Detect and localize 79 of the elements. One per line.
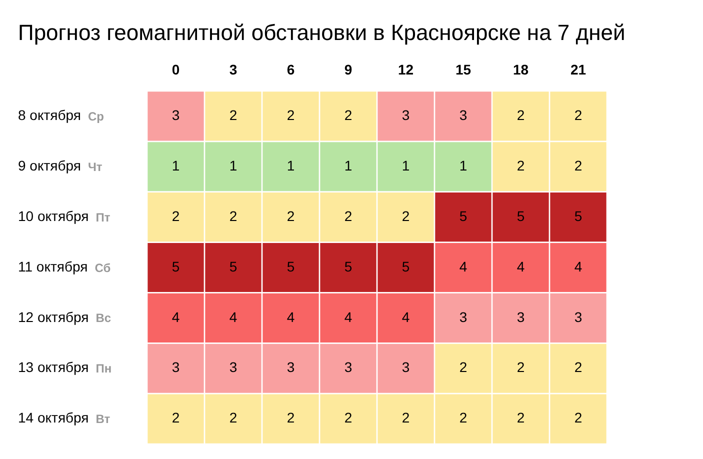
data-label: 3 — [459, 308, 468, 325]
x-tick-label: 18 — [512, 61, 529, 78]
data-label: 2 — [574, 410, 582, 426]
data-label: 2 — [459, 359, 468, 376]
data-label: 1 — [402, 158, 410, 174]
data-label: 4 — [459, 258, 468, 274]
y2-tick-label: Пт — [96, 210, 110, 224]
data-label: 4 — [286, 308, 295, 325]
data-label: 4 — [344, 308, 352, 325]
y2-tick-label: Вт — [96, 412, 110, 426]
data-label: 5 — [516, 208, 525, 224]
x-tick-label: 21 — [570, 61, 586, 78]
chart-title: Прогноз геомагнитной обстановки в Красноярске на 7 дней — [18, 20, 626, 45]
data-label: 3 — [459, 107, 468, 124]
data-label: 5 — [172, 258, 180, 274]
data-label: 5 — [344, 258, 352, 274]
y-tick-label: 11 октября — [18, 258, 88, 274]
data-label: 3 — [516, 308, 525, 325]
data-label: 2 — [229, 410, 238, 426]
data-label: 1 — [286, 158, 295, 174]
data-label: 5 — [402, 258, 410, 274]
data-label: 4 — [172, 308, 180, 325]
data-label: 3 — [402, 359, 410, 376]
data-label: 1 — [344, 158, 352, 174]
data-label: 2 — [286, 410, 295, 426]
data-label: 2 — [172, 410, 180, 426]
y2-tick-label: Вс — [96, 311, 112, 326]
data-label: 4 — [229, 308, 238, 325]
data-label: 1 — [172, 158, 180, 174]
x-tick-label: 6 — [286, 61, 295, 78]
data-label: 3 — [344, 359, 352, 376]
data-label: 2 — [229, 107, 238, 124]
y-tick-label: 9 октября — [18, 158, 81, 174]
y2-tick-label: Сб — [94, 260, 111, 275]
y-tick-label: 13 октября — [18, 359, 89, 376]
data-label: 2 — [286, 107, 295, 124]
data-label: 2 — [516, 410, 525, 426]
x-tick-label: 12 — [398, 61, 414, 78]
data-label: 2 — [286, 208, 295, 224]
data-label: 3 — [172, 107, 180, 124]
data-label: 2 — [402, 208, 410, 224]
data-label: 3 — [172, 359, 180, 376]
x-tick-label: 3 — [229, 61, 238, 78]
data-label: 2 — [574, 107, 582, 124]
data-label: 4 — [574, 258, 582, 274]
y2-tick-label: Ср — [88, 110, 104, 124]
data-label: 2 — [344, 410, 352, 426]
data-label: 2 — [229, 208, 238, 224]
x-tick-label: 0 — [172, 61, 180, 78]
data-label: 3 — [286, 359, 295, 376]
data-label: 5 — [574, 208, 582, 224]
data-label: 2 — [516, 359, 525, 376]
data-label: 2 — [516, 158, 525, 174]
data-label: 4 — [516, 258, 525, 274]
data-label: 2 — [459, 410, 468, 426]
y-tick-label: 12 октября — [18, 308, 89, 325]
x-tick-label: 15 — [455, 61, 472, 78]
y-tick-label: 10 октября — [18, 208, 89, 224]
data-label: 3 — [574, 308, 582, 325]
data-label: 2 — [574, 359, 582, 376]
data-label: 2 — [574, 158, 582, 174]
x-tick-label: 9 — [344, 61, 352, 78]
y-tick-label: 8 октября — [18, 107, 81, 124]
data-label: 1 — [229, 158, 238, 174]
data-label: 2 — [344, 208, 352, 224]
data-label: 2 — [402, 410, 410, 426]
data-label: 3 — [402, 107, 410, 124]
data-label: 5 — [459, 208, 468, 224]
y2-tick-label: Чт — [88, 160, 102, 174]
data-label: 2 — [172, 208, 180, 224]
data-label: 2 — [516, 107, 525, 124]
data-label: 1 — [459, 158, 468, 174]
data-label: 5 — [286, 258, 295, 274]
y2-tick-label: Пн — [96, 362, 112, 376]
data-label: 4 — [402, 308, 410, 325]
data-label: 2 — [344, 107, 352, 124]
data-label: 5 — [229, 258, 238, 274]
y-tick-label: 14 октября — [18, 410, 89, 426]
data-label: 3 — [229, 359, 238, 376]
